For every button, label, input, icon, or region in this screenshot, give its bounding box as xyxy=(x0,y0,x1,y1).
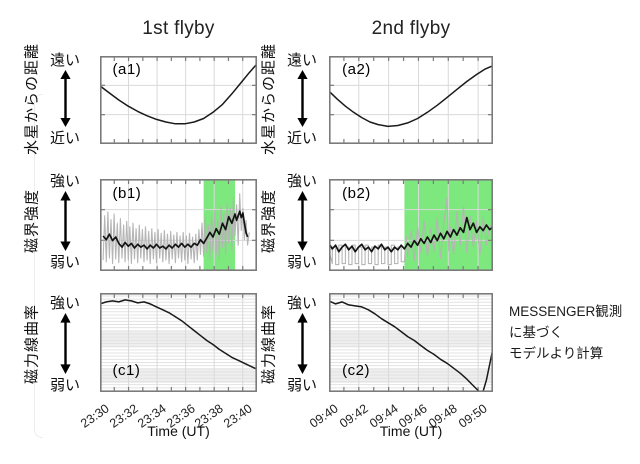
panel-c2 xyxy=(329,293,493,392)
y-axis-high-label: 遠い xyxy=(286,52,318,69)
x-axis-label-col2: Time (UT) xyxy=(379,423,443,439)
series-model-field-intensity xyxy=(329,216,493,253)
y-axis-low-label: 弱い xyxy=(49,377,81,394)
y-axis-high-label: 強い xyxy=(286,295,318,312)
panel-label-b2: (b2) xyxy=(342,184,371,202)
y-axis-group-curvature-col1: 磁力線曲率 強い 弱い xyxy=(18,292,96,395)
y-axis-high-label: 遠い xyxy=(49,52,81,69)
updown-arrow-icon xyxy=(59,191,71,251)
column-title-2nd-flyby: 2nd flyby xyxy=(371,18,451,39)
series-distance-from-mercury xyxy=(100,63,257,125)
updown-arrow-icon xyxy=(296,70,308,127)
panel-bg xyxy=(100,56,257,144)
panel-a2 xyxy=(329,56,493,144)
panel-b2 xyxy=(329,179,493,271)
x-axis-label-col1: Time (UT) xyxy=(147,423,210,439)
series-model-field-intensity xyxy=(102,210,249,250)
background-frame-fragment xyxy=(34,94,43,438)
series-field-line-curvature xyxy=(100,299,257,370)
panel-label-a1: (a1) xyxy=(112,61,142,79)
panel-border xyxy=(329,56,493,144)
y-axis-high-label: 強い xyxy=(49,173,81,190)
y-axis-low-label: 弱い xyxy=(286,254,318,271)
y-axis-title-distance: 水星からの距離 xyxy=(23,42,41,155)
series-distance-from-mercury xyxy=(329,65,493,128)
y-axis-title-curvature: 磁力線曲率 xyxy=(260,303,278,384)
panel-label-c1: (c1) xyxy=(112,362,141,380)
y-axis-low-label: 近い xyxy=(49,130,81,147)
panel-b1 xyxy=(100,179,257,271)
y-axis-group-curvature-col2: 磁力線曲率 強い 弱い xyxy=(255,292,333,395)
series-observed-field-intensity xyxy=(329,196,493,266)
y-axis-title-field-intensity: 磁界強度 xyxy=(260,188,278,254)
updown-arrow-icon xyxy=(59,313,71,374)
panel-bg xyxy=(329,56,493,144)
panel-label-b1: (b1) xyxy=(112,184,142,202)
y-axis-group-field-intensity-col1: 磁界強度 強い 弱い xyxy=(18,170,96,272)
panel-c1 xyxy=(100,293,257,392)
y-axis-high-label: 強い xyxy=(49,295,81,312)
panel-border xyxy=(329,293,493,392)
panel-label-c2: (c2) xyxy=(342,362,370,380)
panel-label-a2: (a2) xyxy=(342,61,371,79)
log-band xyxy=(101,330,256,348)
updown-arrow-icon xyxy=(296,313,308,374)
series-field-line-curvature xyxy=(329,300,493,392)
y-axis-group-distance-col1: 水星からの距離 遠い 近い xyxy=(18,42,96,154)
column-title-1st-flyby: 1st flyby xyxy=(142,18,215,39)
panel-border xyxy=(100,56,257,144)
updown-arrow-icon xyxy=(296,191,308,251)
y-axis-low-label: 弱い xyxy=(286,377,318,394)
y-axis-title-field-intensity: 磁界強度 xyxy=(23,188,41,254)
panel-border xyxy=(100,293,257,392)
panel-border xyxy=(329,179,493,271)
y-axis-title-distance: 水星からの距離 xyxy=(260,42,278,155)
annotation-messenger-model: MESSENGER観測 に基づく モデルより計算 xyxy=(509,304,623,361)
y-axis-low-label: 近い xyxy=(286,130,318,147)
panel-a1 xyxy=(100,56,257,144)
y-axis-group-distance-col2: 水星からの距離 遠い 近い xyxy=(255,42,333,154)
updown-arrow-icon xyxy=(59,70,71,127)
y-axis-group-field-intensity-col2: 磁界強度 強い 弱い xyxy=(255,170,333,272)
series-observed-field-intensity xyxy=(102,193,250,265)
y-axis-title-curvature: 磁力線曲率 xyxy=(23,303,41,384)
y-axis-low-label: 弱い xyxy=(49,254,81,271)
panel-border xyxy=(100,179,257,271)
y-axis-high-label: 強い xyxy=(286,173,318,190)
